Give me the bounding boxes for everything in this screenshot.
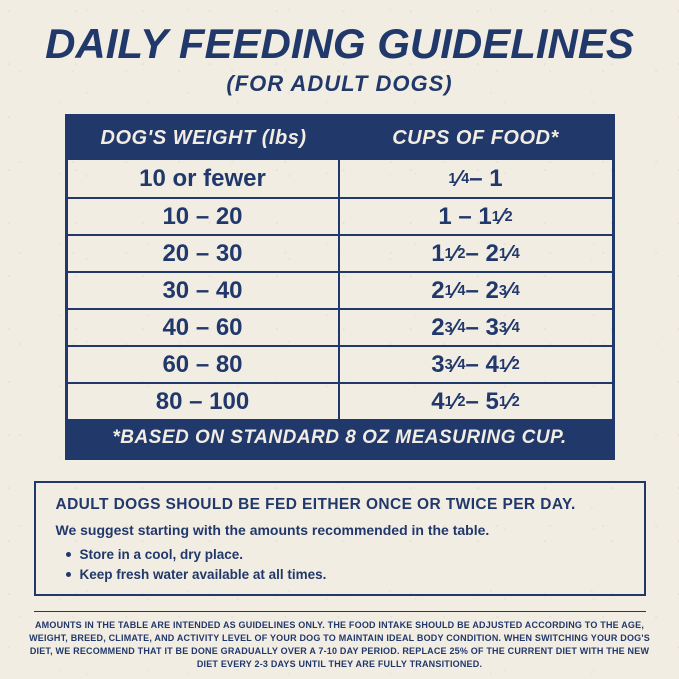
bullet-text: Store in a cool, dry place. (79, 547, 244, 562)
page-title: DAILY FEEDING GUIDELINES (45, 20, 634, 67)
cups-cell: 1 ⁄ 4 – 1 (448, 164, 503, 192)
page-subtitle: (FOR ADULT DOGS) (226, 71, 453, 96)
bullet-dot-icon (65, 552, 71, 557)
bullet-dot-icon (65, 572, 71, 577)
cups-cell: 2 1 ⁄ 4 – 2 3 ⁄ 4 (431, 276, 520, 304)
table-row: 20 – 30 1 1 ⁄ 2 – 2 1 ⁄ 4 (67, 234, 612, 271)
info-subheading: We suggest starting with the amounts rec… (55, 522, 490, 538)
cups-cell: 1 1 ⁄ 2 – 2 1 ⁄ 4 (431, 239, 520, 267)
cups-cell: 4 1 ⁄ 2 – 5 1 ⁄ 2 (431, 387, 520, 415)
table-header-cups: CUPS OF FOOD* (392, 127, 559, 149)
weight-cell: 40 – 60 (68, 310, 340, 345)
fine-print: AMOUNTS IN THE TABLE ARE INTENDED AS GUI… (29, 620, 650, 670)
weight-cell: 10 – 20 (68, 199, 340, 234)
table-footnote: *BASED ON STANDARD 8 OZ MEASURING CUP. (67, 419, 612, 457)
weight-cell: 10 or fewer (68, 160, 340, 197)
weight-cell: 20 – 30 (68, 236, 340, 271)
bullet-text: Keep fresh water available at all times. (79, 567, 327, 582)
feeding-table: DOG'S WEIGHT (lbs) CUPS OF FOOD* 10 or f… (64, 114, 615, 460)
info-heading: ADULT DOGS SHOULD BE FED EITHER ONCE OR … (55, 496, 576, 513)
table-row: 60 – 80 3 3 ⁄ 4 – 4 1 ⁄ 2 (67, 345, 612, 382)
table-row: 40 – 60 2 3 ⁄ 4 – 3 3 ⁄ 4 (67, 308, 612, 345)
cups-cell: 1 – 1 1 ⁄ 2 (438, 202, 513, 230)
feeding-info-box: ADULT DOGS SHOULD BE FED EITHER ONCE OR … (33, 481, 646, 596)
weight-cell: 80 – 100 (68, 384, 340, 419)
table-row: 10 – 20 1 – 1 1 ⁄ 2 (67, 197, 612, 234)
cups-cell: 2 3 ⁄ 4 – 3 3 ⁄ 4 (431, 313, 520, 341)
divider (33, 611, 646, 612)
info-bullet-list: Store in a cool, dry place. Keep fresh w… (56, 547, 624, 582)
weight-cell: 30 – 40 (68, 273, 340, 308)
weight-cell: 60 – 80 (68, 347, 340, 382)
list-item: Keep fresh water available at all times. (65, 567, 624, 582)
table-header-row: DOG'S WEIGHT (lbs) CUPS OF FOOD* (67, 117, 612, 160)
table-row: 10 or fewer 1 ⁄ 4 – 1 (68, 160, 612, 197)
table-row: 80 – 100 4 1 ⁄ 2 – 5 1 ⁄ 2 (67, 382, 612, 419)
table-header-weight: DOG'S WEIGHT (lbs) (100, 127, 307, 149)
cups-cell: 3 3 ⁄ 4 – 4 1 ⁄ 2 (431, 350, 520, 378)
list-item: Store in a cool, dry place. (65, 547, 624, 562)
table-row: 30 – 40 2 1 ⁄ 4 – 2 3 ⁄ 4 (67, 271, 612, 308)
